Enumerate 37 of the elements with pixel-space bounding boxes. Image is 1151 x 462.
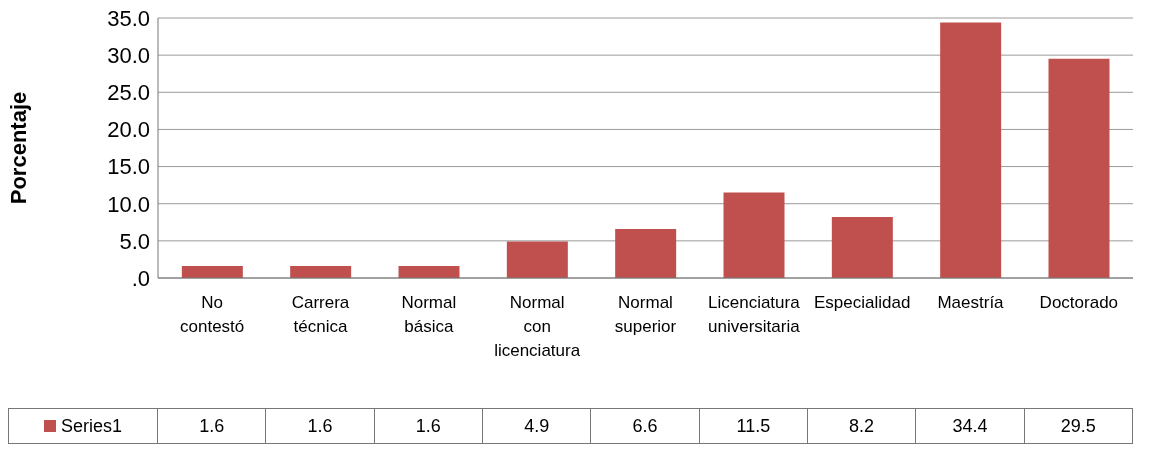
y-tick-label: 30.0 — [107, 42, 150, 68]
x-tick-label: Especialidad — [813, 293, 911, 312]
x-tick-label: No contestó — [180, 293, 245, 336]
bar — [940, 22, 1002, 278]
y-tick-label: 15.0 — [107, 154, 150, 180]
data-label: 1.6 — [158, 408, 267, 444]
data-label: 6.6 — [591, 408, 700, 444]
x-tick-label: Normal superior — [614, 293, 677, 336]
y-tick-label: .0 — [131, 265, 150, 291]
data-label: 1.6 — [266, 408, 375, 444]
x-tick-label: Licenciatura universitaria — [708, 293, 801, 336]
y-axis-title: Porcentaje — [5, 91, 31, 205]
y-tick-label: 10.0 — [107, 191, 150, 217]
data-label: 8.2 — [807, 408, 917, 444]
x-tick-label: Normal con licenciatura — [494, 293, 581, 360]
x-tick-label: Maestría — [937, 293, 1005, 312]
data-label: 29.5 — [1024, 408, 1133, 444]
data-label: 1.6 — [374, 408, 483, 444]
bar — [615, 228, 677, 278]
x-tick-label: Carrera técnica — [291, 293, 350, 336]
bar — [723, 192, 785, 278]
data-label: 11.5 — [699, 408, 808, 444]
x-tick-label: Doctorado — [1039, 293, 1119, 312]
y-tick-label: 20.0 — [107, 117, 150, 143]
bar — [506, 241, 568, 278]
y-tick-label: 25.0 — [107, 80, 150, 106]
y-tick-label: 35.0 — [107, 5, 150, 31]
bar — [398, 266, 460, 278]
bar — [181, 266, 243, 278]
legend-label: Series1 — [60, 415, 123, 437]
bar — [290, 266, 352, 278]
data-label: 4.9 — [482, 408, 592, 444]
y-tick-label: 5.0 — [119, 228, 150, 254]
data-label: 34.4 — [916, 408, 1025, 444]
x-tick-label: Normal básica — [401, 293, 457, 336]
bar — [831, 217, 893, 278]
bar — [1048, 58, 1110, 278]
